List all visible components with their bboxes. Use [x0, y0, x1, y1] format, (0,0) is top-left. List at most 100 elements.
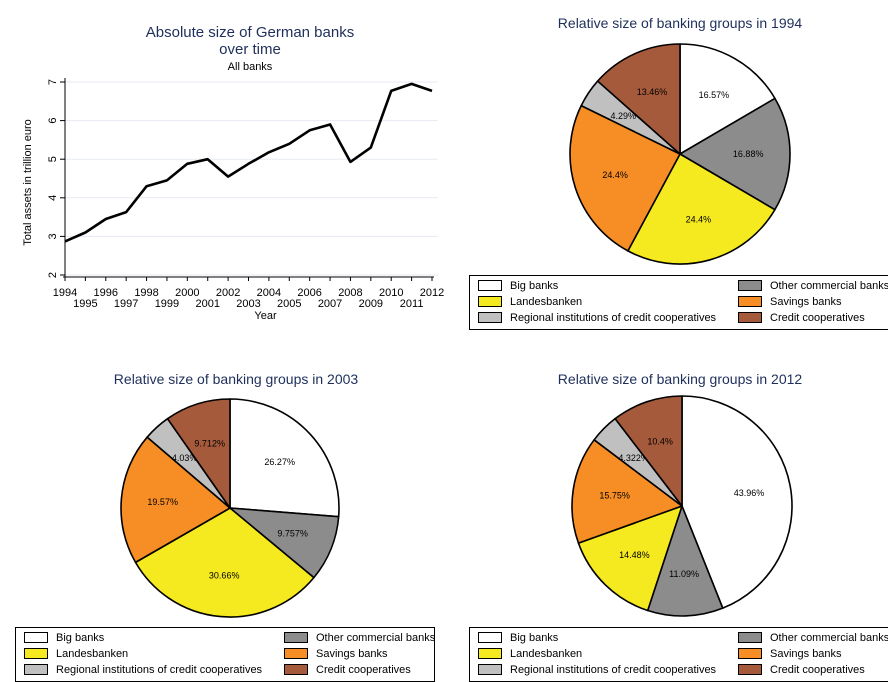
slice-label: 19.57%	[147, 497, 178, 507]
pie-slice	[229, 398, 340, 518]
x-tick-label: 2008	[338, 287, 362, 299]
pie-slice	[681, 395, 793, 609]
legend-item: Regional institutions of credit cooperat…	[478, 663, 717, 676]
y-tick-label: 2	[47, 272, 59, 278]
legend: Big banks Other commercial banks Landesban…	[15, 627, 435, 682]
legend-swatch	[478, 631, 502, 643]
pie-slice	[679, 97, 791, 211]
chart-subtitle: All banks	[228, 61, 273, 73]
x-tick-label: 2001	[195, 298, 219, 310]
slice-label: 14.48%	[619, 550, 650, 560]
legend-item: Big banks	[24, 631, 105, 644]
x-tick-label: 1999	[155, 298, 179, 310]
x-tick-label: 1994	[53, 287, 77, 299]
slice-label: 10.4%	[647, 436, 673, 446]
legend-label: Credit cooperatives	[770, 312, 865, 324]
x-tick-label: 1996	[94, 287, 118, 299]
legend-swatch	[738, 279, 762, 291]
legend-label: Regional institutions of credit cooperat…	[56, 664, 263, 676]
legend-label: Regional institutions of credit cooperat…	[510, 312, 717, 324]
legend-item: Landesbanken	[478, 647, 583, 660]
slice-label: 16.57%	[699, 90, 730, 100]
pie-panel-1994: Relative size of banking groups in 1994 1…	[444, 0, 888, 336]
x-tick-label: 1998	[134, 287, 158, 299]
x-axis-label: Year	[254, 310, 277, 322]
legend-item: Other commercial banks	[738, 279, 888, 292]
legend-swatch	[738, 311, 762, 323]
legend-swatch	[738, 647, 762, 659]
slice-label: 4.03%	[172, 453, 198, 463]
pie-slice	[679, 43, 776, 155]
legend-item: Regional institutions of credit cooperat…	[478, 311, 717, 324]
slice-label: 26.27%	[264, 457, 295, 467]
x-tick-label: 2004	[257, 287, 281, 299]
legend-label: Landesbanken	[56, 648, 129, 660]
legend-item: Savings banks	[284, 647, 388, 660]
legend-swatch	[24, 647, 48, 659]
legend-swatch	[284, 647, 308, 659]
y-tick-label: 4	[47, 195, 59, 201]
legend-swatch	[284, 631, 308, 643]
y-tick-label: 3	[47, 233, 59, 239]
slice-label: 24.4%	[602, 170, 628, 180]
legend-swatch	[478, 295, 502, 307]
legend-item: Savings banks	[738, 647, 842, 660]
slice-label: 15.75%	[599, 491, 630, 501]
legend-item: Savings banks	[738, 295, 842, 308]
legend-label: Big banks	[56, 632, 105, 644]
slice-label: 13.46%	[637, 87, 668, 97]
legend-label: Savings banks	[770, 648, 842, 660]
chart-title-line2: over time	[219, 41, 281, 58]
legend-label: Credit cooperatives	[316, 664, 411, 676]
pie-slice	[577, 505, 683, 612]
x-tick-label: 2002	[216, 287, 240, 299]
legend: Big banks Other commercial banks Landesban…	[469, 627, 888, 682]
y-tick-label: 7	[47, 79, 59, 85]
slice-label: 11.09%	[669, 569, 699, 579]
legend-label: Credit cooperatives	[770, 664, 865, 676]
x-tick-label: 2005	[277, 298, 301, 310]
legend-label: Savings banks	[316, 648, 388, 660]
pie-slice	[627, 153, 776, 265]
legend-label: Landesbanken	[510, 296, 583, 308]
pie-slice	[571, 439, 683, 544]
x-tick-label: 2009	[359, 298, 383, 310]
legend-item: Regional institutions of credit cooperat…	[24, 663, 263, 676]
pie-slice	[646, 505, 724, 617]
y-tick-label: 5	[47, 156, 59, 162]
legend-item: Big banks	[478, 279, 558, 292]
legend-label: Savings banks	[770, 296, 842, 308]
pie-slice	[596, 43, 681, 155]
legend-label: Regional institutions of credit cooperat…	[510, 664, 717, 676]
x-tick-label: 2006	[297, 287, 321, 299]
x-tick-label: 2007	[318, 298, 342, 310]
legend-label: Other commercial banks	[770, 280, 888, 292]
pie-slice	[120, 436, 231, 564]
pie-slice	[134, 507, 315, 618]
chart-title: Relative size of banking groups in 2012	[558, 371, 803, 387]
pie-slice	[166, 398, 231, 509]
x-tick-label: 2000	[175, 287, 199, 299]
slice-label: 24.4%	[686, 215, 712, 225]
slice-label: 9.757%	[277, 529, 308, 539]
legend-item: Other commercial banks	[738, 631, 888, 644]
x-tick-label: 2010	[379, 287, 403, 299]
legend-item: Credit cooperatives	[738, 663, 865, 676]
legend-item: Big banks	[478, 631, 558, 644]
x-tick-label: 1997	[114, 298, 138, 310]
slice-label: 30.66%	[209, 570, 240, 580]
pie-chart-1994: Relative size of banking groups in 1994 1…	[558, 15, 803, 265]
legend-swatch	[24, 631, 48, 643]
chart-title: Absolute size of German banks	[146, 24, 354, 41]
slice-label: 4.29%	[611, 111, 637, 121]
legend-label: Other commercial banks	[770, 632, 888, 644]
legend: Big banks Other commercial banks Landesban…	[469, 275, 888, 330]
x-tick-label: 2011	[400, 298, 424, 310]
legend-swatch	[478, 647, 502, 659]
chart-title: Relative size of banking groups in 1994	[558, 15, 803, 31]
legend-label: Landesbanken	[510, 648, 583, 660]
legend-swatch	[478, 279, 502, 291]
x-tick-label: 2012	[420, 287, 444, 299]
x-tick-label: 1995	[73, 298, 97, 310]
